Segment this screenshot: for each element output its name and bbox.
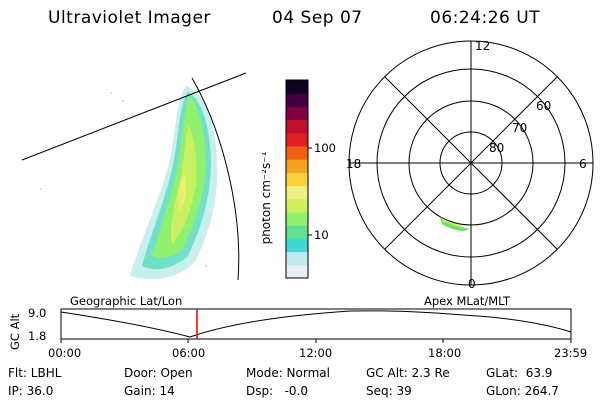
timeline-y-tick-bottom: 1.8 (28, 329, 47, 343)
colorbar-strip (286, 80, 308, 279)
aurora-arc (130, 86, 218, 279)
mlt-label-6: 6 (579, 157, 587, 171)
colorbar-segment (286, 225, 308, 239)
colorbar-segment (286, 264, 308, 279)
colorbar-frame (285, 79, 309, 279)
timeline-y-label: GC Alt (8, 313, 22, 350)
altitude-timeline (60, 308, 572, 343)
colorbar-segment (286, 159, 308, 173)
limb-curve (191, 77, 240, 281)
polar-diagonal-2 (384, 76, 558, 250)
colorbar-segment (286, 106, 308, 121)
apex-title: Apex MLat/MLT (424, 294, 511, 308)
mlat-label-60: 60 (536, 99, 551, 113)
polar-plot: 12 18 6 0 60 70 80 (346, 39, 594, 291)
latlon-line (21, 72, 247, 161)
time-label: 06:24:26 UT (430, 8, 541, 28)
gc-alt-info: GC Alt: 2.3 Re (366, 366, 450, 380)
colorbar-segment (286, 93, 308, 107)
dsp-info: Dsp: -0.0 (246, 384, 309, 398)
x-tick-0600: 06:00 (172, 346, 206, 360)
colorbar-segment (286, 238, 308, 253)
colorbar-tick-label-10: 10 (314, 228, 329, 242)
door-info: Door: Open (124, 366, 193, 380)
x-tick-2359: 23:59 (554, 346, 588, 360)
x-tick-0000: 00:00 (48, 346, 82, 360)
date-label: 04 Sep 07 (272, 8, 363, 28)
geographic-title: Geographic Lat/Lon (70, 294, 183, 308)
colorbar-segment (286, 198, 308, 213)
colorbar-label: photon cm⁻²s⁻¹ (262, 151, 273, 244)
altitude-curve (60, 310, 572, 338)
colorbar-segment (286, 132, 308, 147)
x-tick-1800: 18:00 (428, 346, 462, 360)
instrument-title: Ultraviolet Imager (48, 8, 211, 28)
mlt-label-12: 12 (475, 39, 490, 53)
filter-info: Flt: LBHL (8, 366, 62, 380)
timeline-x-ticks (60, 339, 572, 343)
colorbar-segment (286, 119, 308, 134)
colorbar-segment (286, 212, 308, 226)
x-tick-1200: 12:00 (299, 346, 333, 360)
timeline-y-tick-top: 9.0 (28, 306, 47, 320)
mlat-label-80: 80 (489, 141, 504, 155)
colorbar-segment (286, 172, 308, 187)
polar-aurora-core (441, 219, 463, 228)
mlt-label-18: 18 (346, 157, 361, 171)
gain-info: Gain: 14 (124, 384, 175, 398)
colorbar-segment (286, 185, 308, 200)
mode-info: Mode: Normal (246, 366, 330, 380)
colorbar-segment (286, 146, 308, 160)
colorbar-segment (286, 251, 308, 266)
colorbar: photon cm⁻²s⁻¹ (262, 79, 312, 279)
ip-info: IP: 36.0 (8, 384, 54, 398)
glon-info: GLon: 264.7 (486, 384, 559, 398)
colorbar-segment (286, 80, 308, 94)
mlat-label-70: 70 (512, 121, 527, 135)
geographic-image (21, 72, 247, 281)
seq-info: Seq: 39 (366, 384, 412, 398)
mlt-label-0: 0 (468, 277, 476, 291)
glat-info: GLat: 63.9 (486, 366, 553, 380)
colorbar-tick-label-100: 100 (314, 141, 336, 155)
